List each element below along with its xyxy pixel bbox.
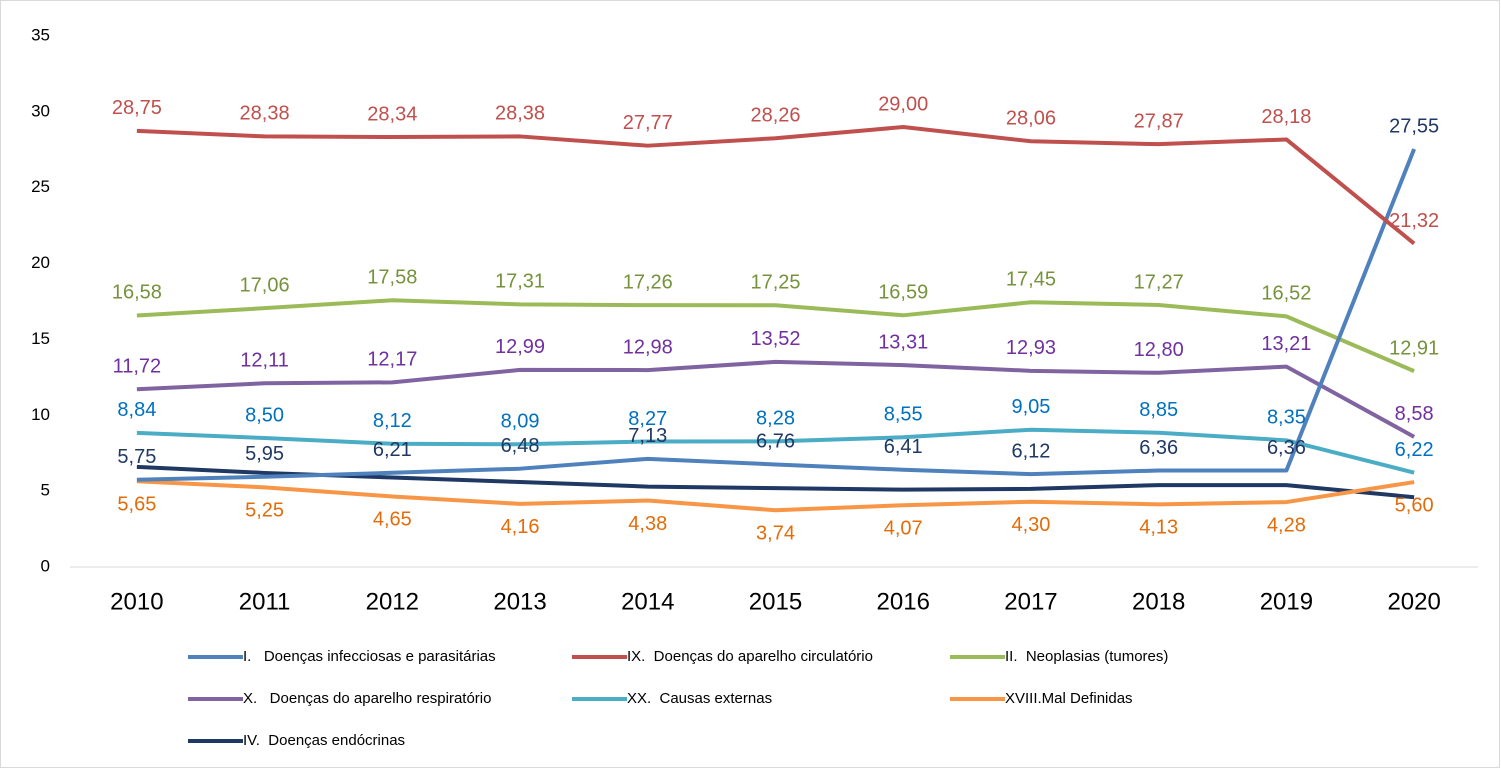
x-tick-label: 2015 bbox=[749, 588, 802, 615]
data-label: 13,21 bbox=[1261, 333, 1311, 355]
data-label: 27,77 bbox=[623, 112, 673, 134]
data-label: 4,16 bbox=[501, 516, 540, 538]
data-label: 21,32 bbox=[1389, 210, 1439, 232]
y-tick-label: 20 bbox=[31, 253, 50, 272]
legend-label: II. Neoplasias (tumores) bbox=[1005, 648, 1168, 665]
data-label: 4,13 bbox=[1139, 517, 1178, 539]
legend-label: IV. Doenças endócrinas bbox=[243, 732, 405, 749]
data-label: 17,06 bbox=[240, 274, 290, 296]
data-label: 16,58 bbox=[112, 282, 162, 304]
y-tick-label: 0 bbox=[41, 556, 50, 575]
x-tick-label: 2012 bbox=[366, 588, 419, 615]
data-label: 17,26 bbox=[623, 271, 673, 293]
data-label: 8,09 bbox=[501, 411, 540, 433]
data-label: 6,36 bbox=[1267, 437, 1306, 459]
data-label: 6,48 bbox=[501, 435, 540, 457]
data-label: 29,00 bbox=[878, 93, 928, 115]
data-label: 17,45 bbox=[1006, 269, 1056, 291]
y-tick-label: 35 bbox=[31, 25, 50, 44]
data-label: 6,36 bbox=[1139, 437, 1178, 459]
data-label: 28,38 bbox=[240, 103, 290, 125]
data-label: 28,26 bbox=[750, 105, 800, 127]
series-line bbox=[136, 148, 1416, 482]
data-label: 8,85 bbox=[1139, 399, 1178, 421]
y-tick-label: 10 bbox=[31, 405, 50, 424]
data-label: 28,06 bbox=[1006, 108, 1056, 130]
data-label: 13,31 bbox=[878, 331, 928, 353]
data-label: 12,98 bbox=[623, 336, 673, 358]
data-label: 12,11 bbox=[240, 350, 289, 372]
data-label: 16,52 bbox=[1261, 283, 1311, 305]
legend-label: XX. Causas externas bbox=[627, 690, 772, 707]
x-tick-label: 2013 bbox=[493, 588, 546, 615]
series-line bbox=[136, 125, 1416, 246]
data-label: 5,60 bbox=[1395, 494, 1434, 516]
data-label: 9,05 bbox=[1011, 396, 1050, 418]
data-label: 12,99 bbox=[495, 336, 545, 358]
data-label: 16,59 bbox=[878, 282, 928, 304]
y-tick-label: 30 bbox=[31, 101, 50, 120]
legend-label: XVIII.Mal Definidas bbox=[1005, 690, 1133, 707]
data-label: 8,35 bbox=[1267, 407, 1306, 429]
data-label: 28,75 bbox=[112, 97, 162, 119]
y-tick-label: 15 bbox=[31, 329, 50, 348]
data-label: 11,72 bbox=[113, 355, 162, 377]
data-label: 5,65 bbox=[117, 494, 156, 516]
data-label: 17,58 bbox=[367, 267, 417, 289]
data-label: 8,50 bbox=[245, 404, 284, 426]
series-line bbox=[136, 479, 1415, 513]
x-tick-label: 2016 bbox=[877, 588, 930, 615]
data-label: 28,18 bbox=[1261, 106, 1311, 128]
y-tick-label: 25 bbox=[31, 177, 50, 196]
data-label: 8,28 bbox=[756, 408, 795, 430]
series-line bbox=[136, 427, 1415, 475]
data-label: 17,27 bbox=[1134, 271, 1184, 293]
data-label: 5,95 bbox=[245, 443, 284, 465]
x-tick-label: 2017 bbox=[1004, 588, 1057, 615]
data-label: 8,58 bbox=[1395, 403, 1434, 425]
series-line bbox=[136, 359, 1416, 439]
data-label: 8,84 bbox=[117, 399, 156, 421]
data-label: 27,55 bbox=[1389, 115, 1439, 137]
data-label: 28,38 bbox=[495, 103, 545, 125]
data-label: 17,31 bbox=[495, 271, 545, 293]
data-label: 4,38 bbox=[628, 513, 667, 535]
data-label: 8,27 bbox=[628, 408, 667, 430]
data-label: 5,75 bbox=[117, 446, 156, 468]
series-line bbox=[136, 298, 1415, 373]
data-label: 6,76 bbox=[756, 431, 795, 453]
data-label: 3,74 bbox=[756, 523, 795, 545]
data-label: 6,21 bbox=[373, 439, 412, 461]
x-tick-label: 2011 bbox=[239, 588, 291, 615]
data-label: 12,91 bbox=[1389, 337, 1439, 359]
legend-label: X. Doenças do aparelho respiratório bbox=[243, 690, 491, 707]
data-label: 5,25 bbox=[245, 500, 284, 522]
x-tick-label: 2018 bbox=[1132, 588, 1185, 615]
data-label: 12,93 bbox=[1006, 337, 1056, 359]
data-label: 27,87 bbox=[1134, 110, 1184, 132]
x-tick-label: 2019 bbox=[1260, 588, 1313, 615]
data-label: 12,80 bbox=[1134, 339, 1184, 361]
data-label: 4,07 bbox=[884, 518, 923, 540]
data-label: 8,55 bbox=[884, 404, 923, 426]
x-tick-label: 2014 bbox=[621, 588, 674, 615]
data-label: 4,65 bbox=[373, 509, 412, 531]
data-label: 8,12 bbox=[373, 410, 412, 432]
data-label: 4,30 bbox=[1011, 514, 1050, 536]
data-label: 6,12 bbox=[1011, 440, 1050, 462]
data-label: 28,34 bbox=[367, 103, 417, 125]
data-label: 6,41 bbox=[884, 436, 923, 458]
data-label: 6,22 bbox=[1395, 439, 1434, 461]
x-tick-label: 2010 bbox=[110, 588, 163, 615]
data-label: 4,28 bbox=[1267, 514, 1306, 536]
data-label: 17,25 bbox=[750, 272, 800, 294]
x-tick-label: 2020 bbox=[1387, 588, 1440, 615]
data-label: 12,17 bbox=[367, 349, 417, 371]
data-label: 13,52 bbox=[750, 328, 800, 350]
legend-label: IX. Doenças do aparelho circulatório bbox=[627, 648, 873, 665]
y-tick-label: 5 bbox=[41, 481, 50, 500]
data-label: 7,13 bbox=[628, 425, 667, 447]
legend-label: I. Doenças infecciosas e parasitárias bbox=[243, 648, 496, 665]
